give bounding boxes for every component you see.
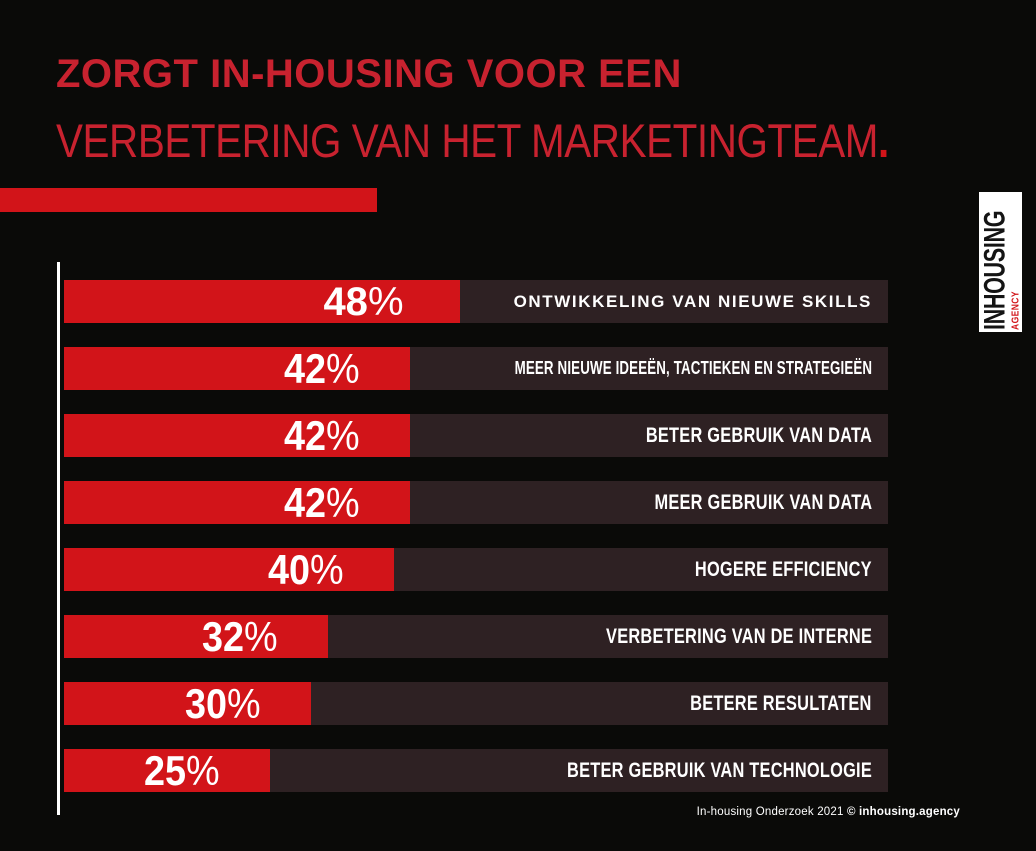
bar-label: VERBETERING VAN DE INTERNE (605, 624, 872, 648)
percent-sign: % (326, 478, 360, 526)
percent-sign: % (185, 746, 220, 794)
title-line-2-text: VERBETERING VAN HET MARKETINGTEAM (56, 114, 879, 167)
percent-sign: % (309, 545, 344, 593)
bar-value: 48% (323, 279, 404, 324)
bar-row: 42% BETER GEBRUIK VAN DATA (64, 414, 888, 457)
percent-sign: % (243, 612, 278, 660)
source-credit-regular: In-housing Onderzoek 2021 (696, 806, 847, 818)
bar-track: 40% HOGERE EFFICIENCY (64, 548, 888, 591)
title-line-2: VERBETERING VAN HET MARKETINGTEAM. (56, 113, 889, 168)
bar-value: 30% (185, 679, 261, 727)
bar-value: 42% (284, 478, 360, 526)
title-line-1: ZORGT IN-HOUSING VOOR EEN (56, 52, 682, 96)
bar-track: 25% BETER GEBRUIK VAN TECHNOLOGIE (64, 749, 888, 792)
bar-label: MEER NIEUWE IDEEËN, TACTIEKEN EN STRATEG… (514, 358, 872, 378)
bar-label: HOGERE EFFICIENCY (695, 557, 872, 581)
bar-row: 42% MEER NIEUWE IDEEËN, TACTIEKEN EN STR… (64, 347, 888, 390)
bar-row: 48% ONTWIKKELING VAN NIEUWE SKILLS (64, 280, 888, 323)
inhousing-agency-logo: INHOUSING AGENCY (978, 192, 1022, 332)
bar-track: 42% BETER GEBRUIK VAN DATA (64, 414, 888, 457)
bar-row: 40% HOGERE EFFICIENCY (64, 548, 888, 591)
bar-value: 42% (284, 411, 360, 459)
red-accent-bar (0, 188, 377, 212)
logo-wordmark: INHOUSING (978, 210, 1011, 330)
percent-sign: % (227, 679, 261, 727)
bar-value: 42% (284, 344, 360, 392)
bar-track: 32% VERBETERING VAN DE INTERNE (64, 615, 888, 658)
bar-fill: 40% (64, 548, 394, 591)
bar-row: 25% BETER GEBRUIK VAN TECHNOLOGIE (64, 749, 888, 792)
bar-fill: 25% (64, 749, 270, 792)
bar-label: BETERE RESULTATEN (690, 691, 872, 715)
bar-chart: 48% ONTWIKKELING VAN NIEUWE SKILLS 42% M… (64, 280, 888, 816)
bar-value: 25% (143, 746, 220, 794)
percent-sign: % (367, 279, 404, 324)
bar-label: BETER GEBRUIK VAN TECHNOLOGIE (567, 758, 872, 782)
logo-subtitle: AGENCY (1010, 291, 1021, 330)
bar-track: 30% BETERE RESULTATEN (64, 682, 888, 725)
page-title: ZORGT IN-HOUSING VOOR EEN VERBETERING VA… (56, 52, 1024, 168)
logo-rotated-text: INHOUSING AGENCY (978, 194, 1021, 330)
source-credit-bold: © inhousing.agency (846, 806, 960, 818)
bar-row: 42% MEER GEBRUIK VAN DATA (64, 481, 888, 524)
title-period: . (878, 114, 889, 167)
bar-fill: 42% (64, 411, 411, 459)
bar-row: 30% BETERE RESULTATEN (64, 682, 888, 725)
bar-fill: 42% (64, 478, 411, 526)
bar-fill: 48% (64, 280, 460, 323)
chart-axis-line (57, 262, 60, 815)
bar-track: 42% MEER NIEUWE IDEEËN, TACTIEKEN EN STR… (64, 347, 888, 390)
bar-value: 40% (267, 545, 344, 593)
bar-row: 32% VERBETERING VAN DE INTERNE (64, 615, 888, 658)
bar-fill: 32% (64, 615, 328, 658)
source-credit: In-housing Onderzoek 2021 © inhousing.ag… (697, 806, 960, 818)
percent-sign: % (326, 411, 360, 459)
bar-fill: 30% (64, 679, 312, 727)
bar-label: BETER GEBRUIK VAN DATA (645, 423, 872, 447)
bar-track: 48% ONTWIKKELING VAN NIEUWE SKILLS (64, 280, 888, 323)
bar-fill: 42% (64, 344, 411, 392)
bar-label: MEER GEBRUIK VAN DATA (654, 490, 872, 514)
percent-sign: % (326, 344, 360, 392)
bar-track: 42% MEER GEBRUIK VAN DATA (64, 481, 888, 524)
bar-label: ONTWIKKELING VAN NIEUWE SKILLS (513, 291, 872, 311)
bar-value: 32% (201, 612, 278, 660)
